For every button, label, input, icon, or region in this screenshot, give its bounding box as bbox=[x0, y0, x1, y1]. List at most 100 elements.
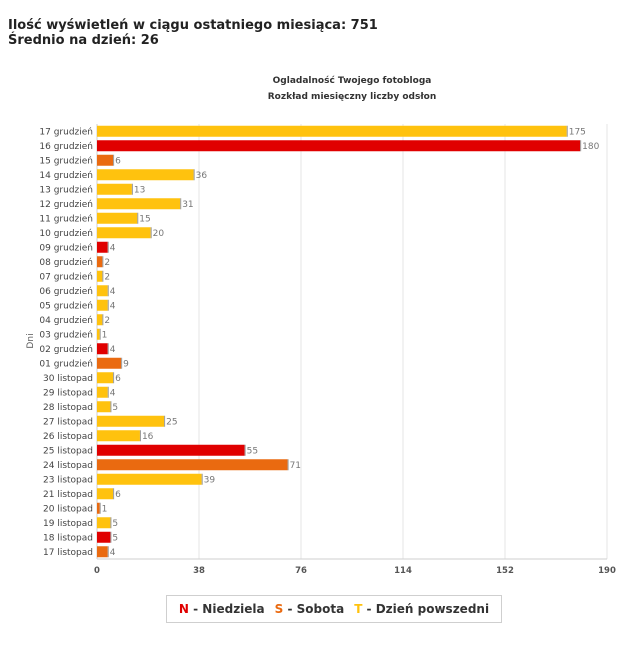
bar-chart: Ogladalność Twojego fotobloga Rozkład mie… bbox=[26, 75, 616, 576]
category-label: 09 grudzień bbox=[39, 243, 93, 253]
value-label: 9 bbox=[123, 359, 129, 369]
bar bbox=[97, 386, 108, 398]
legend-item-sunday: N - Niedziela bbox=[179, 602, 265, 616]
value-label: 6 bbox=[115, 374, 121, 384]
chart-title: Ogladalność Twojego fotobloga bbox=[273, 75, 432, 86]
category-label: 23 listopad bbox=[43, 475, 93, 485]
bar bbox=[97, 241, 108, 253]
bar bbox=[97, 183, 132, 195]
category-label: 08 grudzień bbox=[39, 258, 93, 268]
value-label: 71 bbox=[290, 461, 301, 471]
bar bbox=[97, 401, 111, 413]
bar bbox=[97, 531, 111, 543]
legend-label-saturday: - Sobota bbox=[283, 602, 345, 616]
category-label: 16 grudzień bbox=[39, 142, 93, 152]
y-axis-title: Dni bbox=[26, 333, 36, 348]
value-label: 5 bbox=[112, 403, 118, 413]
bar bbox=[97, 198, 181, 210]
chart-legend: N - Niedziela S - Sobota T - Dzień powsz… bbox=[166, 595, 502, 623]
x-tick-label: 152 bbox=[496, 566, 514, 576]
bar bbox=[97, 343, 108, 355]
x-tick-label: 76 bbox=[295, 566, 307, 576]
daily-average-text: Średnio na dzień: 26 bbox=[8, 33, 159, 48]
value-label: 31 bbox=[182, 200, 193, 210]
bar bbox=[97, 212, 138, 224]
category-label: 07 grudzień bbox=[39, 272, 93, 282]
category-label: 29 listopad bbox=[43, 388, 93, 398]
legend-item-saturday: S - Sobota bbox=[275, 602, 345, 616]
bar bbox=[97, 430, 140, 442]
value-label: 55 bbox=[247, 446, 258, 456]
bar bbox=[97, 459, 288, 471]
value-label: 5 bbox=[112, 519, 118, 529]
bar bbox=[97, 502, 100, 514]
x-tick-label: 0 bbox=[94, 566, 100, 576]
category-label: 04 grudzień bbox=[39, 316, 93, 326]
value-label: 20 bbox=[153, 229, 165, 239]
legend-label-sunday: - Niedziela bbox=[188, 602, 265, 616]
value-label: 4 bbox=[110, 301, 116, 311]
legend-key-weekday: T bbox=[354, 602, 363, 616]
bar bbox=[97, 372, 114, 384]
value-label: 4 bbox=[110, 388, 116, 398]
category-label: 27 listopad bbox=[43, 417, 93, 427]
bar bbox=[97, 517, 111, 529]
value-label: 16 bbox=[142, 432, 154, 442]
bar bbox=[97, 169, 194, 181]
stats-header: Ilość wyświetleń w ciągu ostatniego mies… bbox=[8, 18, 378, 48]
legend-key-sunday: N bbox=[178, 602, 189, 616]
legend-item-weekday: T - Dzień powszedni bbox=[354, 602, 489, 616]
value-label: 1 bbox=[102, 330, 108, 340]
bar bbox=[97, 270, 103, 282]
value-label: 180 bbox=[582, 142, 599, 152]
category-label: 30 listopad bbox=[43, 374, 93, 384]
category-label: 21 listopad bbox=[43, 490, 93, 500]
x-tick-label: 114 bbox=[394, 566, 412, 576]
bar bbox=[97, 473, 202, 485]
value-label: 6 bbox=[115, 490, 121, 500]
category-label: 05 grudzień bbox=[39, 301, 93, 311]
category-label: 14 grudzień bbox=[39, 171, 93, 181]
category-label: 20 listopad bbox=[43, 504, 93, 514]
legend-label-weekday: - Dzień powszedni bbox=[362, 602, 490, 616]
bar bbox=[97, 357, 122, 369]
category-label: 12 grudzień bbox=[39, 200, 93, 210]
value-label: 175 bbox=[569, 127, 586, 137]
x-tick-label: 190 bbox=[598, 566, 616, 576]
value-label: 25 bbox=[166, 417, 177, 427]
bar bbox=[97, 125, 567, 137]
value-label: 4 bbox=[110, 243, 116, 253]
category-label: 17 listopad bbox=[43, 548, 93, 558]
bar bbox=[97, 154, 114, 166]
bar bbox=[97, 488, 114, 500]
bar bbox=[97, 314, 103, 326]
category-label: 18 listopad bbox=[43, 533, 93, 543]
value-label: 1 bbox=[102, 504, 108, 514]
bar bbox=[97, 256, 103, 268]
value-label: 13 bbox=[134, 185, 145, 195]
bar bbox=[97, 227, 151, 239]
category-label: 11 grudzień bbox=[39, 214, 93, 224]
chart-subtitle: Rozkład miesięczny liczby odsłon bbox=[268, 92, 437, 102]
value-label: 2 bbox=[104, 272, 110, 282]
value-label: 36 bbox=[196, 171, 208, 181]
bar bbox=[97, 299, 108, 311]
category-label: 25 listopad bbox=[43, 446, 93, 456]
value-label: 5 bbox=[112, 533, 118, 543]
category-label: 24 listopad bbox=[43, 461, 93, 471]
value-label: 4 bbox=[110, 345, 116, 355]
bar bbox=[97, 285, 108, 297]
category-label: 06 grudzień bbox=[39, 287, 93, 297]
bar bbox=[97, 140, 581, 152]
category-label: 15 grudzień bbox=[39, 156, 93, 166]
legend-key-saturday: S bbox=[274, 602, 284, 616]
value-label: 15 bbox=[139, 214, 150, 224]
value-label: 4 bbox=[110, 548, 116, 558]
category-label: 10 grudzień bbox=[39, 229, 93, 239]
value-label: 2 bbox=[104, 258, 110, 268]
category-label: 02 grudzień bbox=[39, 345, 93, 355]
value-label: 4 bbox=[110, 287, 116, 297]
category-label: 26 listopad bbox=[43, 432, 93, 442]
bar bbox=[97, 444, 245, 456]
category-label: 03 grudzień bbox=[39, 330, 93, 340]
